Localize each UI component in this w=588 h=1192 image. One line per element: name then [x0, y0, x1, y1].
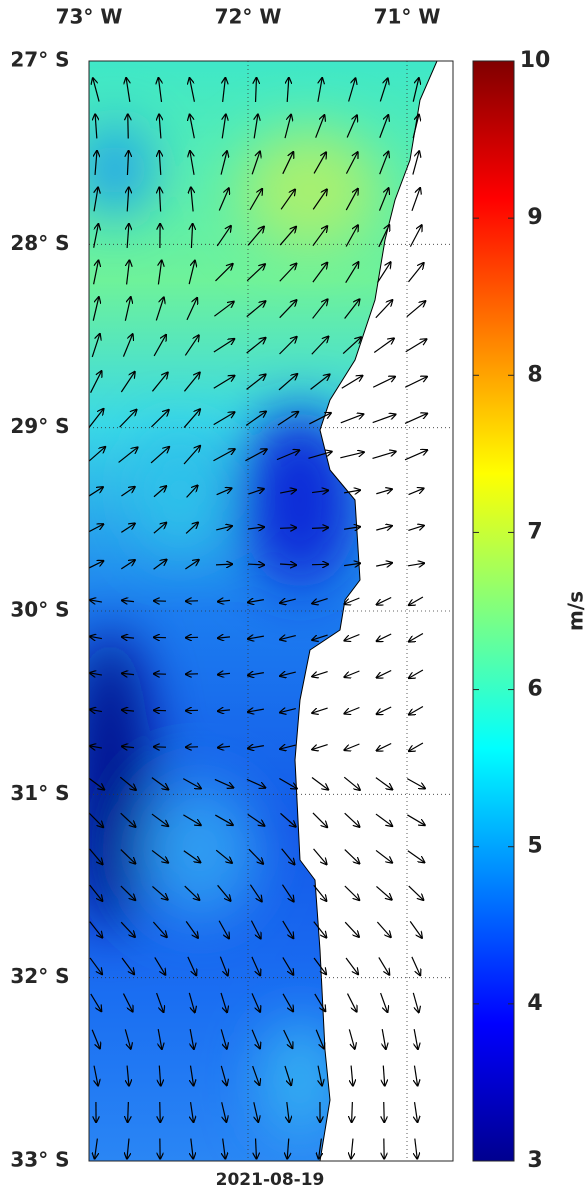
- wind-arrow: [312, 528, 328, 529]
- lat-label: 29° S: [10, 414, 69, 438]
- colorbar-tick-label: 6: [527, 677, 542, 702]
- wind-arrow: [280, 528, 296, 529]
- lat-label: 27° S: [10, 48, 69, 72]
- colorbar-tick-label: 5: [527, 834, 542, 859]
- colorbar-label: m/s: [564, 591, 588, 631]
- wind-arrow: [384, 1102, 385, 1122]
- colorbar-tick-label: 9: [527, 205, 542, 230]
- lat-label: 30° S: [10, 598, 69, 622]
- lat-label: 33° S: [10, 1148, 69, 1172]
- lat-label: 31° S: [10, 781, 69, 805]
- wind-field: [70, 61, 453, 1161]
- lat-label: 28° S: [10, 231, 69, 255]
- lon-label: 73° W: [56, 5, 123, 29]
- wind-arrow: [128, 1102, 129, 1122]
- colorbar-tick-label: 10: [520, 48, 551, 73]
- colorbar-tick-label: 7: [527, 519, 542, 544]
- colorbar-tick-label: 8: [527, 362, 542, 387]
- lat-label: 32° S: [10, 964, 69, 988]
- colorbar-tick-label: 3: [527, 1148, 542, 1173]
- colorbar-tick-label: 4: [527, 991, 542, 1016]
- lon-label: 72° W: [215, 5, 282, 29]
- wind-arrow: [352, 1102, 353, 1122]
- colorbar: [473, 61, 514, 1161]
- date-label: 2021-08-19: [216, 1170, 325, 1188]
- lon-label: 71° W: [374, 5, 441, 29]
- wind-arrow: [216, 564, 232, 565]
